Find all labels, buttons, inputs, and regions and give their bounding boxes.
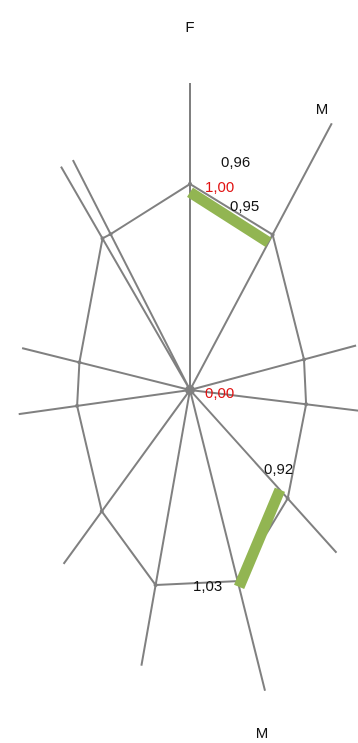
radar-spoke [189, 389, 266, 692]
radar-spoke [140, 389, 191, 666]
radar-spoke [60, 166, 191, 391]
radar-spoke [189, 389, 358, 412]
axis-label-bottom: M [256, 725, 269, 742]
radar-ring-vertex [108, 232, 113, 237]
radar-ring-vertex [99, 509, 104, 514]
radar-spoke [189, 344, 357, 391]
center-reference-label: 0,00 [205, 385, 234, 402]
radar-spoke [18, 389, 191, 416]
highlight-segment-1 [187, 187, 272, 248]
radar-ring-vertex [75, 403, 80, 408]
highlight-segment-2 [234, 487, 285, 590]
axis-label-upper-right: M [316, 101, 329, 118]
radar-ring-vertex [153, 583, 158, 587]
radar-spoke [72, 159, 191, 391]
radar-ring-vertex [302, 357, 306, 362]
ring-reference-label: 1,00 [205, 179, 234, 196]
segment-1-start-label: 0,96 [221, 154, 250, 171]
segment-1-end-label: 0,95 [230, 198, 259, 215]
radar-ring-vertex [304, 402, 309, 407]
radar-reference-ring [76, 183, 308, 586]
radar-ring-vertex [285, 496, 290, 501]
segment-2-end-label: 1,03 [193, 578, 222, 595]
segment-2-start-label: 0,92 [264, 461, 293, 478]
radar-spoke [62, 389, 191, 565]
radar-ring-vertex [77, 360, 82, 365]
center-point [185, 385, 195, 395]
radar-ring [75, 182, 309, 587]
radar-spoke [21, 347, 191, 391]
radar-ring-vertex [188, 182, 192, 186]
radar-ring-vertex [100, 236, 105, 241]
axis-label-top: F [185, 19, 194, 36]
radar-spoke [189, 389, 338, 554]
highlight-segments [187, 187, 285, 590]
radar-spoke [189, 122, 333, 391]
radar-spokes [18, 83, 358, 692]
radar-ring-vertex [270, 232, 275, 237]
